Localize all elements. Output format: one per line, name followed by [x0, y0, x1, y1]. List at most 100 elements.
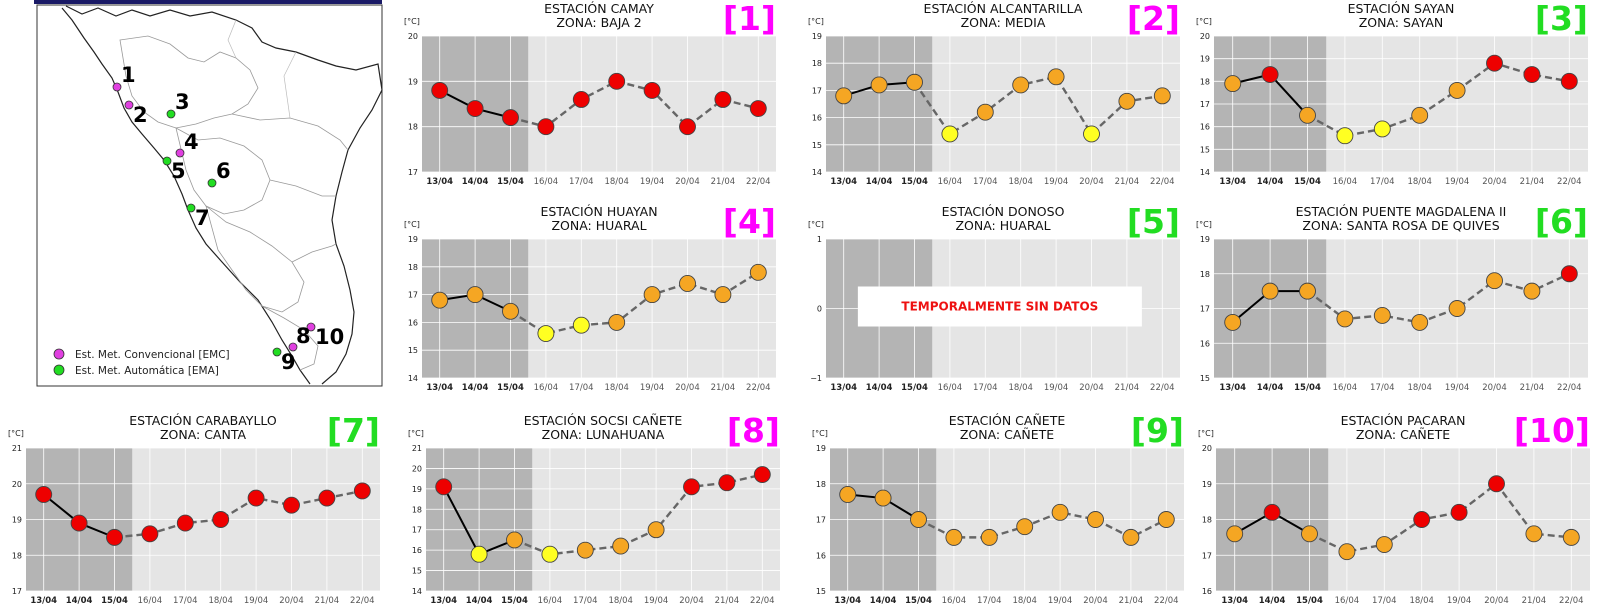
x-tick-label: 21/04 — [1520, 177, 1545, 187]
data-point — [1373, 306, 1391, 324]
x-tick-label: 15/04 — [1296, 596, 1323, 606]
y-tick-label: 18 — [408, 263, 418, 272]
data-point — [1083, 125, 1100, 143]
x-tick-label: 20/04 — [1079, 177, 1104, 187]
y-tick-label: 19 — [1200, 235, 1210, 244]
data-point — [1224, 313, 1242, 331]
map-legend: Est. Met. Convencional [EMC] Est. Met. A… — [53, 348, 230, 377]
x-tick-label: 16/04 — [538, 596, 563, 606]
y-tick-label: −1 — [810, 374, 822, 383]
station-tag: [2] — [1127, 0, 1180, 38]
x-tick-label: 14/04 — [462, 383, 489, 393]
data-point — [749, 100, 767, 117]
x-tick-label: 15/04 — [1294, 177, 1321, 187]
x-tick-label: 21/04 — [1115, 383, 1140, 393]
x-tick-label: 21/04 — [315, 596, 340, 606]
data-point — [1411, 106, 1429, 124]
station-label-10: 10 — [315, 325, 344, 349]
x-tick-label: 22/04 — [746, 383, 771, 393]
eastern-border — [65, 5, 383, 385]
station-marker-4[interactable] — [175, 148, 185, 158]
station-marker-7[interactable] — [186, 203, 196, 213]
y-unit-label: [°C] — [808, 220, 824, 229]
y-tick-label: 18 — [812, 59, 822, 68]
data-point — [1047, 68, 1065, 86]
station-tag: [8] — [727, 411, 780, 450]
x-tick-label: 14/04 — [466, 596, 493, 606]
x-tick-label: 16/04 — [1335, 596, 1360, 606]
chart-panel-huayan: 14 15 16 17 18 19 13/04 14/04 15/04 16/04 17/04 18/… — [402, 202, 782, 398]
x-tick-label: 13/04 — [830, 383, 857, 393]
chart-panel-alcantarilla: 14 15 16 17 18 19 13/04 14/04 15/04 16/04 17/04 18/… — [806, 0, 1186, 192]
chart-title: ESTACIÓN SOCSI CAÑETE — [524, 413, 683, 428]
chart-svg-puente-magdalena: 15 16 17 18 19 13/04 14/04 15/04 16/04 17/04 18/04… — [1196, 202, 1588, 393]
map-top-bar — [34, 0, 382, 4]
map-frame — [36, 4, 383, 387]
chart-title: ESTACIÓN CAÑETE — [949, 413, 1066, 428]
data-point — [1226, 525, 1244, 543]
data-point — [470, 545, 488, 563]
x-tick-label: 18/04 — [604, 177, 629, 187]
x-tick-label: 20/04 — [675, 383, 700, 393]
chart-subtitle: ZONA: CANTA — [160, 427, 247, 442]
station-label-8: 8 — [296, 324, 311, 348]
y-unit-label: [°C] — [1198, 429, 1214, 438]
data-point — [1373, 120, 1391, 138]
station-tag: [7] — [327, 411, 380, 450]
x-tick-label: 18/04 — [1407, 383, 1432, 393]
y-tick-label: 20 — [12, 480, 22, 489]
x-tick-label: 15/04 — [901, 383, 928, 393]
x-tick-label: 22/04 — [746, 177, 771, 187]
x-tick-label: 21/04 — [711, 177, 736, 187]
station-label-6: 6 — [216, 159, 231, 183]
inner-region-1 — [119, 35, 259, 129]
data-point — [612, 537, 630, 555]
x-tick-label: 18/04 — [608, 596, 633, 606]
data-point — [753, 466, 771, 484]
station-marker-5[interactable] — [162, 156, 172, 166]
y-tick-label: 20 — [412, 464, 422, 473]
x-tick-label: 13/04 — [430, 596, 457, 606]
station-map: 1 2 3 4 5 6 7 8 9 10 Est. Met. Convencio… — [0, 0, 400, 400]
x-tick-label: 21/04 — [715, 596, 740, 606]
data-point — [247, 489, 265, 507]
x-tick-label: 19/04 — [244, 596, 269, 606]
station-label-5: 5 — [171, 159, 186, 183]
x-tick-label: 15/04 — [101, 596, 128, 606]
y-tick-label: 16 — [412, 546, 422, 555]
x-tick-label: 22/04 — [350, 596, 375, 606]
station-marker-3[interactable] — [166, 109, 176, 119]
x-tick-label: 19/04 — [640, 383, 665, 393]
chart-panel-puente-magdalena: 15 16 17 18 19 13/04 14/04 15/04 16/04 17/04 18/04… — [1194, 202, 1594, 398]
y-tick-label: 17 — [1202, 551, 1212, 560]
y-unit-label: [°C] — [408, 429, 424, 438]
station-marker-9[interactable] — [272, 347, 282, 357]
y-tick-label: 19 — [1200, 55, 1210, 64]
chart-subtitle: ZONA: CAÑETE — [960, 427, 1054, 442]
station-marker-2[interactable] — [124, 100, 134, 110]
data-point — [1486, 54, 1503, 72]
coastline — [61, 7, 311, 385]
y-tick-label: 19 — [816, 444, 826, 453]
x-tick-label: 13/04 — [426, 383, 453, 393]
station-marker-8[interactable] — [306, 322, 316, 332]
data-point — [910, 511, 927, 528]
x-tick-label: 19/04 — [1044, 383, 1069, 393]
chart-panel-canete: 15 16 17 18 19 13/04 14/04 15/04 16/04 17/04 18/04… — [810, 411, 1190, 611]
x-tick-label: 18/04 — [1409, 596, 1434, 606]
data-point — [679, 275, 696, 292]
y-tick-label: 18 — [412, 505, 422, 514]
data-point — [502, 302, 519, 320]
data-point — [835, 87, 853, 105]
data-point — [870, 76, 888, 94]
station-marker-1[interactable] — [112, 82, 122, 92]
data-point — [141, 525, 159, 543]
x-tick-label: 16/04 — [938, 383, 963, 393]
station-marker-10[interactable] — [288, 342, 298, 352]
x-tick-label: 20/04 — [1484, 596, 1509, 606]
chart-title: ESTACIÓN SAYAN — [1348, 1, 1455, 16]
data-point — [718, 474, 736, 492]
station-marker-6[interactable] — [207, 178, 217, 188]
y-tick-label: 0 — [817, 305, 822, 314]
x-tick-label: 14/04 — [866, 383, 893, 393]
